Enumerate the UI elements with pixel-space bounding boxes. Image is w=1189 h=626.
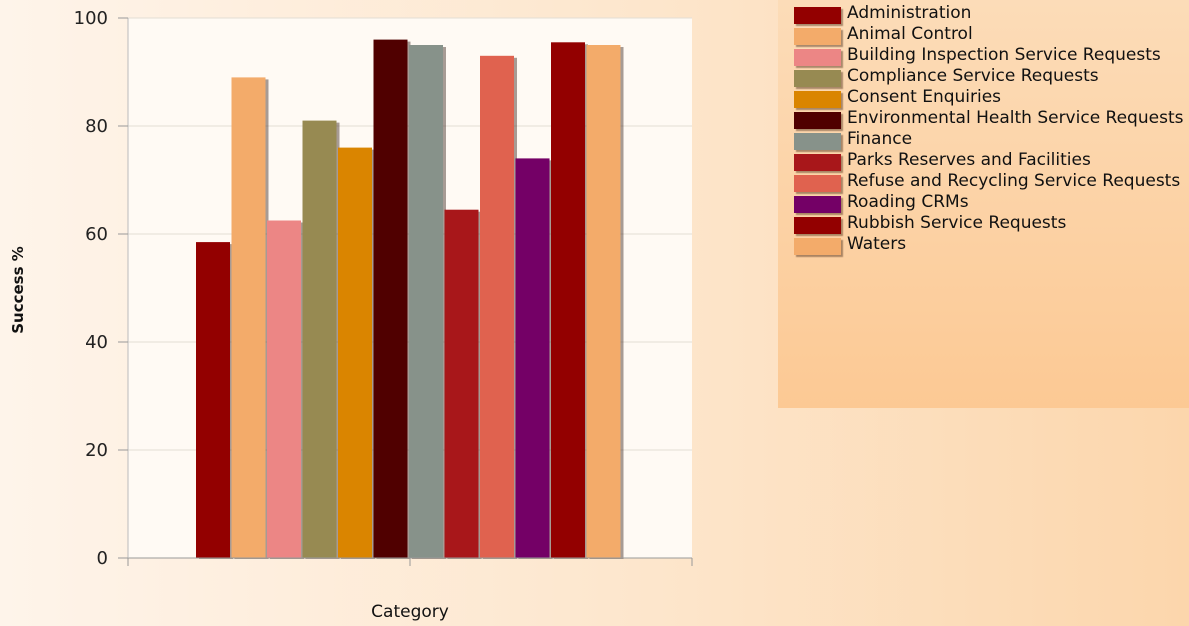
legend-item[interactable]: Finance (794, 130, 1189, 150)
y-tick-label: 0 (97, 548, 108, 569)
legend-label: Waters (847, 234, 907, 254)
legend-swatch (794, 175, 841, 192)
legend-item[interactable]: Roading CRMs (794, 193, 1189, 213)
legend-label: Refuse and Recycling Service Requests (847, 171, 1181, 191)
bar-consent-enquiries[interactable] (338, 147, 372, 558)
y-tick-label: 60 (85, 224, 108, 245)
legend-swatch (794, 7, 841, 24)
legend-swatch (794, 49, 841, 66)
legend-label: Rubbish Service Requests (847, 213, 1067, 233)
legend-item[interactable]: Animal Control (794, 25, 1189, 45)
legend-label: Finance (847, 129, 913, 149)
legend-swatch (794, 154, 841, 171)
legend-label: Consent Enquiries (847, 87, 1002, 107)
legend-label: Animal Control (847, 24, 973, 44)
bar-waters[interactable] (586, 45, 621, 558)
bar-animal-control[interactable] (231, 77, 266, 559)
legend-swatch (794, 112, 841, 129)
legend-item[interactable]: Administration (794, 4, 1189, 24)
y-axis-title: Success % (9, 246, 27, 334)
bar-administration[interactable] (196, 242, 230, 558)
legend-swatch (794, 196, 841, 213)
bar-rubbish-service-requests[interactable] (551, 42, 585, 559)
bar-parks-reserves-and-facilities[interactable] (444, 209, 479, 558)
bar-compliance-service-requests[interactable] (302, 120, 337, 558)
legend-label: Building Inspection Service Requests (847, 45, 1161, 65)
x-axis-title: Category (371, 602, 449, 622)
legend-item[interactable]: Compliance Service Requests (794, 67, 1189, 87)
legend-swatch (794, 91, 841, 108)
legend-swatch (794, 217, 841, 234)
legend-item[interactable]: Parks Reserves and Facilities (794, 151, 1189, 171)
legend-item[interactable]: Environmental Health Service Requests (794, 109, 1189, 129)
legend-label: Compliance Service Requests (847, 66, 1099, 86)
legend-swatch (794, 70, 841, 87)
legend-item[interactable]: Rubbish Service Requests (794, 214, 1189, 234)
legend-swatch (794, 133, 841, 150)
legend-item[interactable]: Building Inspection Service Requests (794, 46, 1189, 66)
bar-environmental-health-service-requests[interactable] (373, 39, 408, 559)
legend-swatch (794, 28, 841, 45)
y-tick-label: 80 (85, 116, 108, 137)
legend-label: Administration (847, 3, 972, 23)
bar-roading-crms[interactable] (515, 158, 550, 558)
legend-label: Roading CRMs (847, 192, 969, 212)
legend: Administration Animal Control Building Ins… (778, 0, 1189, 408)
bar-building-inspection-service-requests[interactable] (267, 220, 301, 559)
y-tick-label: 40 (85, 332, 108, 353)
y-tick-label: 100 (74, 8, 108, 29)
bar-refuse-and-recycling-service-requests[interactable] (480, 55, 514, 559)
bar-finance[interactable] (409, 45, 443, 558)
legend-item[interactable]: Refuse and Recycling Service Requests (794, 172, 1189, 192)
legend-swatch (794, 238, 841, 255)
bars (196, 39, 624, 560)
legend-item[interactable]: Consent Enquiries (794, 88, 1189, 108)
legend-item[interactable]: Waters (794, 235, 1189, 255)
y-tick-label: 20 (85, 440, 108, 461)
legend-label: Environmental Health Service Requests (847, 108, 1184, 128)
y-tick-labels: 0 20 40 60 80 100 (74, 8, 128, 569)
legend-label: Parks Reserves and Facilities (847, 150, 1091, 170)
